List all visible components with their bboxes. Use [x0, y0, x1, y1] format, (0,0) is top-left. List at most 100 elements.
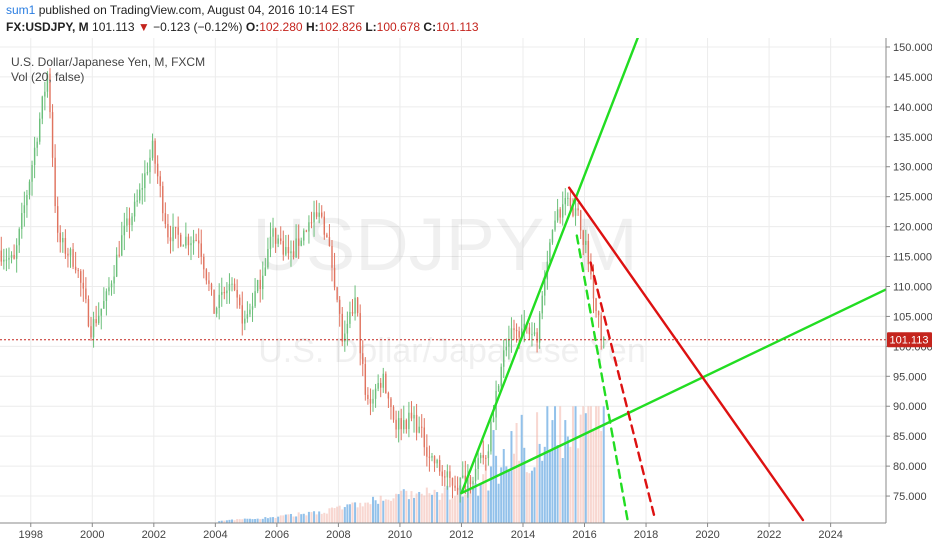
candle-body [379, 382, 382, 388]
volume-bar [587, 406, 590, 523]
trend-line-green-dashed[interactable] [575, 234, 629, 522]
candle-body [315, 212, 318, 217]
candle-body [551, 229, 554, 243]
candle-body [382, 373, 384, 388]
candle-body [95, 319, 97, 324]
price-tick-label: 125.000 [893, 192, 932, 204]
candle-body [436, 460, 438, 464]
volume-bar [233, 520, 236, 523]
volume-bar [510, 431, 513, 523]
volume-bar [451, 498, 454, 523]
candle-body [231, 283, 233, 285]
volume-bar [443, 487, 446, 523]
candle-body [146, 172, 149, 174]
candle-body [395, 419, 397, 430]
volume-bar [482, 474, 485, 523]
legend-indicator: Vol (20, false) [11, 70, 84, 84]
candle-body [362, 353, 364, 364]
candle-body [449, 471, 451, 478]
volume-bar [423, 495, 426, 523]
volume-bar [497, 483, 500, 523]
volume-bar [369, 504, 372, 523]
candle-body [197, 240, 200, 244]
candle-body [467, 476, 469, 488]
candle-body [228, 284, 231, 291]
candle-body [23, 205, 26, 214]
candle-body [105, 291, 108, 301]
candle-body [8, 257, 10, 260]
time-axis[interactable]: 1998 2000 2002 2004 2006 2008 2010 2012 2014 2016… [19, 523, 843, 541]
candle-body [421, 426, 423, 428]
trend-lines[interactable] [460, 0, 886, 522]
candle-body [377, 382, 379, 389]
candle-body [544, 279, 546, 296]
candle-body [156, 163, 159, 177]
volume-bar [456, 490, 459, 523]
volume-bar [507, 470, 510, 523]
volume-bar [223, 520, 226, 523]
trend-line-red-dashed[interactable] [589, 261, 657, 522]
candle-body [167, 223, 169, 238]
volume-bar [438, 499, 441, 523]
volume-bar [389, 500, 392, 523]
volume-bar [584, 413, 587, 523]
volume-bar [254, 519, 257, 523]
last-price-badge-text: 101.113 [890, 335, 929, 347]
volume-bar [282, 515, 285, 523]
author-link[interactable]: sum1 [6, 3, 36, 17]
candle-body [318, 212, 320, 217]
volume-bar [341, 509, 344, 523]
volume-bar [471, 486, 474, 523]
volume-bar [541, 460, 544, 523]
volume-bar [241, 519, 244, 523]
price-tick-label: 85.000 [893, 431, 927, 443]
time-tick-label: 2014 [511, 529, 535, 541]
price-tick-label: 150.000 [893, 42, 932, 54]
volume-bar [415, 493, 418, 523]
candle-body [162, 186, 164, 214]
volume-bar [454, 495, 457, 523]
candle-body [262, 275, 264, 290]
candle-body [572, 206, 574, 216]
candle-body [254, 291, 256, 307]
candle-body [203, 256, 205, 270]
volume-bar [533, 467, 536, 523]
candle-body [187, 236, 190, 246]
volume-bar [272, 517, 275, 523]
volume-bar [318, 511, 321, 523]
candle-body [418, 426, 420, 433]
candle-body [392, 407, 395, 420]
volume-bar [564, 420, 567, 523]
price-tick-label: 115.000 [893, 252, 932, 264]
trend-line-green-solid[interactable] [460, 288, 886, 495]
trend-line-green-solid[interactable] [460, 0, 692, 495]
volume-bar [436, 492, 439, 523]
time-tick-label: 2022 [757, 529, 781, 541]
volume-bar [382, 500, 385, 523]
candle-body [367, 394, 369, 400]
volume-bar [538, 443, 541, 523]
volume-bar [413, 497, 416, 523]
candle-body [56, 206, 59, 233]
candle-body [151, 140, 154, 158]
candle-body [103, 300, 105, 309]
candle-body [28, 181, 31, 195]
trend-line-red-solid[interactable] [567, 186, 805, 522]
volume-bar [582, 406, 585, 523]
watermark: USDJPY, M U.S. Dollar/Japanese Yen [252, 203, 645, 370]
candle-body [520, 328, 523, 338]
price-tick-label: 120.000 [893, 222, 932, 234]
volume-bar [589, 406, 592, 523]
price-axis[interactable]: 75.00080.00085.00090.00095.000100.000105… [886, 42, 932, 503]
candle-body [397, 418, 400, 430]
candle-body [5, 259, 8, 261]
time-tick-label: 2018 [634, 529, 658, 541]
candle-body [387, 393, 390, 399]
candle-body [190, 243, 192, 246]
candle-body [497, 385, 500, 391]
candle-body [244, 318, 246, 324]
candle-body [326, 234, 328, 238]
volume-bar [292, 516, 295, 523]
candle-body [490, 422, 492, 452]
